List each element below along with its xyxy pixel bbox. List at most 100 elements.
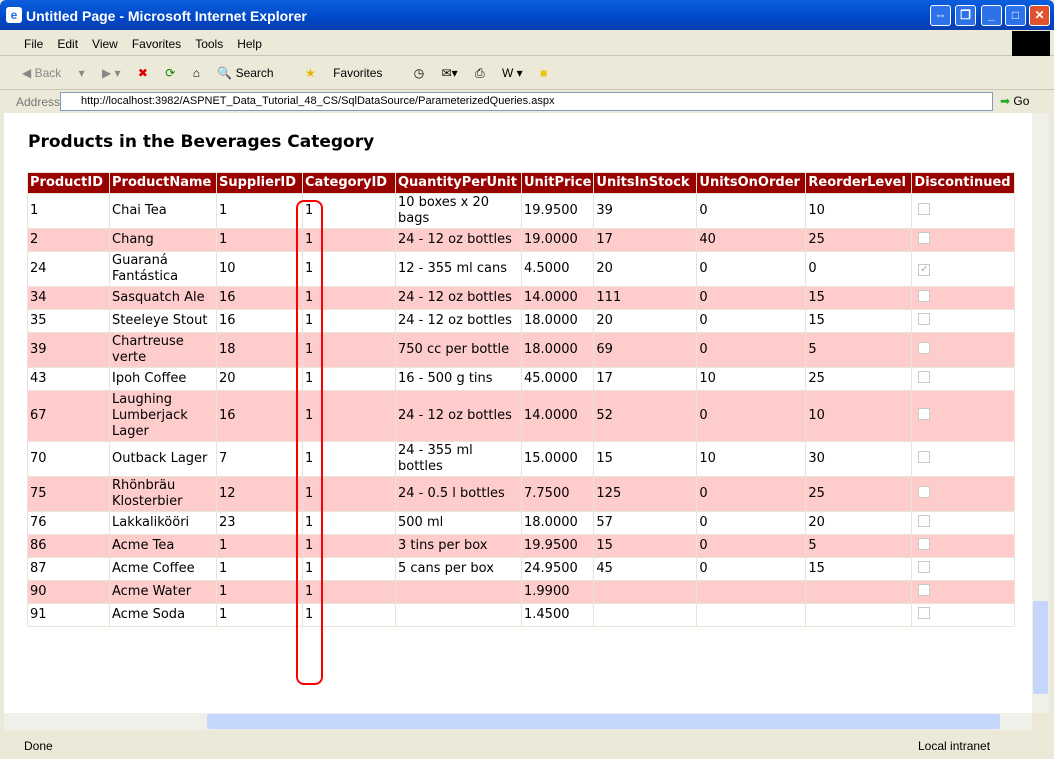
discontinued-cell (911, 309, 1016, 333)
stop-icon[interactable]: ✖ (137, 66, 148, 80)
discontinued-cell (911, 228, 1016, 252)
table-cell: 1 (216, 557, 303, 581)
table-row: 75 Rhönbräu Klosterbier 12 1 24 - 0.5 l bott… (27, 476, 1016, 512)
page-title: Products in the Beverages Category (28, 132, 375, 152)
table-cell: 75 (27, 476, 110, 512)
table-cell: 0 (696, 193, 807, 229)
table-cell: Lakkalikööri (109, 511, 217, 535)
table-cell: 24 - 355 ml bottles (395, 441, 522, 477)
menu-tools[interactable]: Tools (195, 37, 224, 51)
table-cell: 43 (27, 367, 110, 391)
go-button[interactable]: ➡ Go (1000, 94, 1030, 108)
table-cell: 1 (216, 534, 303, 558)
table-cell: 15 (805, 557, 913, 581)
table-cell: 2 (27, 228, 110, 252)
table-cell (593, 603, 698, 627)
discontinued-cell (911, 511, 1016, 535)
menu-help[interactable]: Help (237, 37, 262, 51)
maximize-button[interactable]: □ (1005, 5, 1026, 26)
table-cell: 0 (696, 286, 807, 310)
table-cell: 1 (302, 557, 396, 581)
discontinued-checkbox (918, 407, 931, 420)
table-cell: 1 (216, 603, 303, 627)
table-cell: Outback Lager (109, 441, 217, 477)
discontinued-checkbox (918, 450, 931, 463)
menu-view[interactable]: View (92, 37, 118, 51)
forward-button[interactable]: ▶ ▾ (101, 66, 121, 80)
table-cell (805, 580, 913, 604)
table-cell: Laughing Lumberjack Lager (109, 390, 217, 442)
table-cell: Rhönbräu Klosterbier (109, 476, 217, 512)
table-cell: 35 (27, 309, 110, 333)
vertical-scrollbar[interactable] (1032, 113, 1049, 713)
table-cell: 5 cans per box (395, 557, 522, 581)
toolbar: ◀ Back ▾ ▶ ▾ ✖ ⟳ ⌂ 🔍 Search ★ Favorites … (0, 57, 1054, 90)
status-bar: Done Local intranet (24, 739, 991, 753)
table-cell: 18 (216, 332, 303, 368)
table-cell: 1 (302, 228, 396, 252)
table-cell: 0 (696, 251, 807, 287)
table-row: 67 Laughing Lumberjack Lager 16 1 24 - 12 oz… (27, 390, 1016, 442)
table-cell: 10 (805, 390, 913, 442)
history-icon[interactable]: ◷ (413, 66, 425, 80)
windows-logo (1012, 31, 1050, 56)
table-cell (805, 603, 913, 627)
table-cell: 24 - 12 oz bottles (395, 309, 522, 333)
menu-bar: File Edit View Favorites Tools Help (0, 30, 1054, 56)
discontinued-checkbox (918, 370, 931, 383)
table-cell: 1 (302, 390, 396, 442)
table-row: 34 Sasquatch Ale 16 1 24 - 12 oz bottles 14.0… (27, 286, 1016, 310)
table-cell: 1 (302, 603, 396, 627)
mail-icon[interactable]: ✉▾ (441, 66, 458, 80)
table-cell: 16 (216, 286, 303, 310)
table-cell: 1 (216, 580, 303, 604)
column-header: UnitPrice (520, 172, 595, 194)
table-row: 39 Chartreuse verte 18 1 750 cc per bottle 18… (27, 332, 1016, 368)
favorites-button[interactable]: ★ Favorites (304, 66, 383, 80)
table-cell: 16 (216, 390, 303, 442)
table-cell: 15 (805, 286, 913, 310)
table-cell: 19.0000 (520, 228, 595, 252)
column-header: QuantityPerUnit (395, 172, 522, 194)
table-cell: 20 (216, 367, 303, 391)
print-icon[interactable]: ⎙ (475, 66, 485, 80)
refresh-icon[interactable]: ⟳ (165, 66, 176, 80)
discontinued-cell (911, 534, 1016, 558)
edit-icon[interactable]: W ▾ (501, 66, 523, 80)
products-grid: ProductID ProductName SupplierID CategoryID… (27, 172, 1016, 627)
column-header: ReorderLevel (805, 172, 913, 194)
table-cell: 1 (302, 534, 396, 558)
search-button[interactable]: 🔍 Search (217, 66, 274, 80)
table-cell: 0 (805, 251, 913, 287)
table-cell: 39 (27, 332, 110, 368)
switch-icon[interactable]: ⇔ (930, 5, 951, 26)
table-cell: 1.4500 (520, 603, 595, 627)
menu-favorites[interactable]: Favorites (131, 37, 182, 51)
table-cell: 111 (593, 286, 698, 310)
restore-icon[interactable]: ❐ (955, 5, 976, 26)
note-icon[interactable]: ■ (540, 66, 548, 80)
table-cell: Acme Soda (109, 603, 217, 627)
category-highlight (296, 200, 323, 685)
table-cell: 16 - 500 g tins (395, 367, 522, 391)
table-cell: 1 (216, 193, 303, 229)
table-cell: 10 (216, 251, 303, 287)
ie-icon: e (6, 7, 22, 23)
table-cell: 17 (593, 228, 698, 252)
table-cell: Guaraná Fantástica (109, 251, 217, 287)
table-cell: 18.0000 (520, 332, 595, 368)
table-cell: 25 (805, 476, 913, 512)
table-cell: 30 (805, 441, 913, 477)
minimize-button[interactable]: _ (981, 5, 1002, 26)
table-cell: 87 (27, 557, 110, 581)
table-cell: 40 (696, 228, 807, 252)
menu-edit[interactable]: Edit (57, 37, 79, 51)
menu-file[interactable]: File (24, 37, 44, 51)
discontinued-cell (911, 441, 1016, 477)
address-input[interactable]: http://localhost:3982/ASPNET_Data_Tutori… (60, 92, 993, 111)
horizontal-scrollbar[interactable] (4, 713, 1032, 730)
back-button[interactable]: ◀ Back ▾ (22, 66, 85, 80)
close-button[interactable]: ✕ (1029, 5, 1050, 26)
table-cell: 24 - 12 oz bottles (395, 390, 522, 442)
home-icon[interactable]: ⌂ (192, 66, 200, 80)
